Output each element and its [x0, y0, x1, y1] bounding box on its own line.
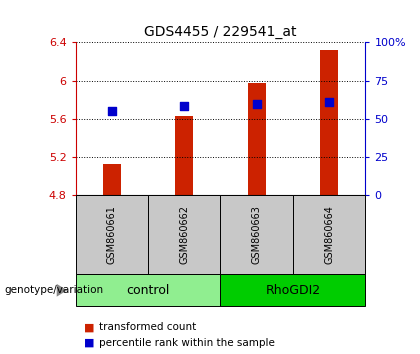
Bar: [175, 116, 193, 195]
Title: GDS4455 / 229541_at: GDS4455 / 229541_at: [144, 25, 297, 39]
Text: GSM860661: GSM860661: [107, 205, 117, 264]
Text: GSM860663: GSM860663: [252, 205, 262, 264]
Point: [253, 102, 260, 107]
Text: genotype/variation: genotype/variation: [4, 285, 103, 295]
Point: [326, 99, 333, 105]
Text: percentile rank within the sample: percentile rank within the sample: [99, 338, 275, 348]
Polygon shape: [57, 284, 67, 297]
Point: [108, 108, 115, 114]
Bar: [103, 164, 121, 195]
Text: control: control: [126, 284, 170, 297]
Bar: [248, 84, 266, 195]
Text: GSM860664: GSM860664: [324, 205, 334, 264]
Text: GSM860662: GSM860662: [179, 205, 189, 264]
Text: ■: ■: [84, 322, 94, 332]
Point: [181, 103, 188, 109]
Text: RhoGDI2: RhoGDI2: [265, 284, 320, 297]
Bar: [320, 50, 338, 195]
Text: ■: ■: [84, 338, 94, 348]
Text: transformed count: transformed count: [99, 322, 196, 332]
